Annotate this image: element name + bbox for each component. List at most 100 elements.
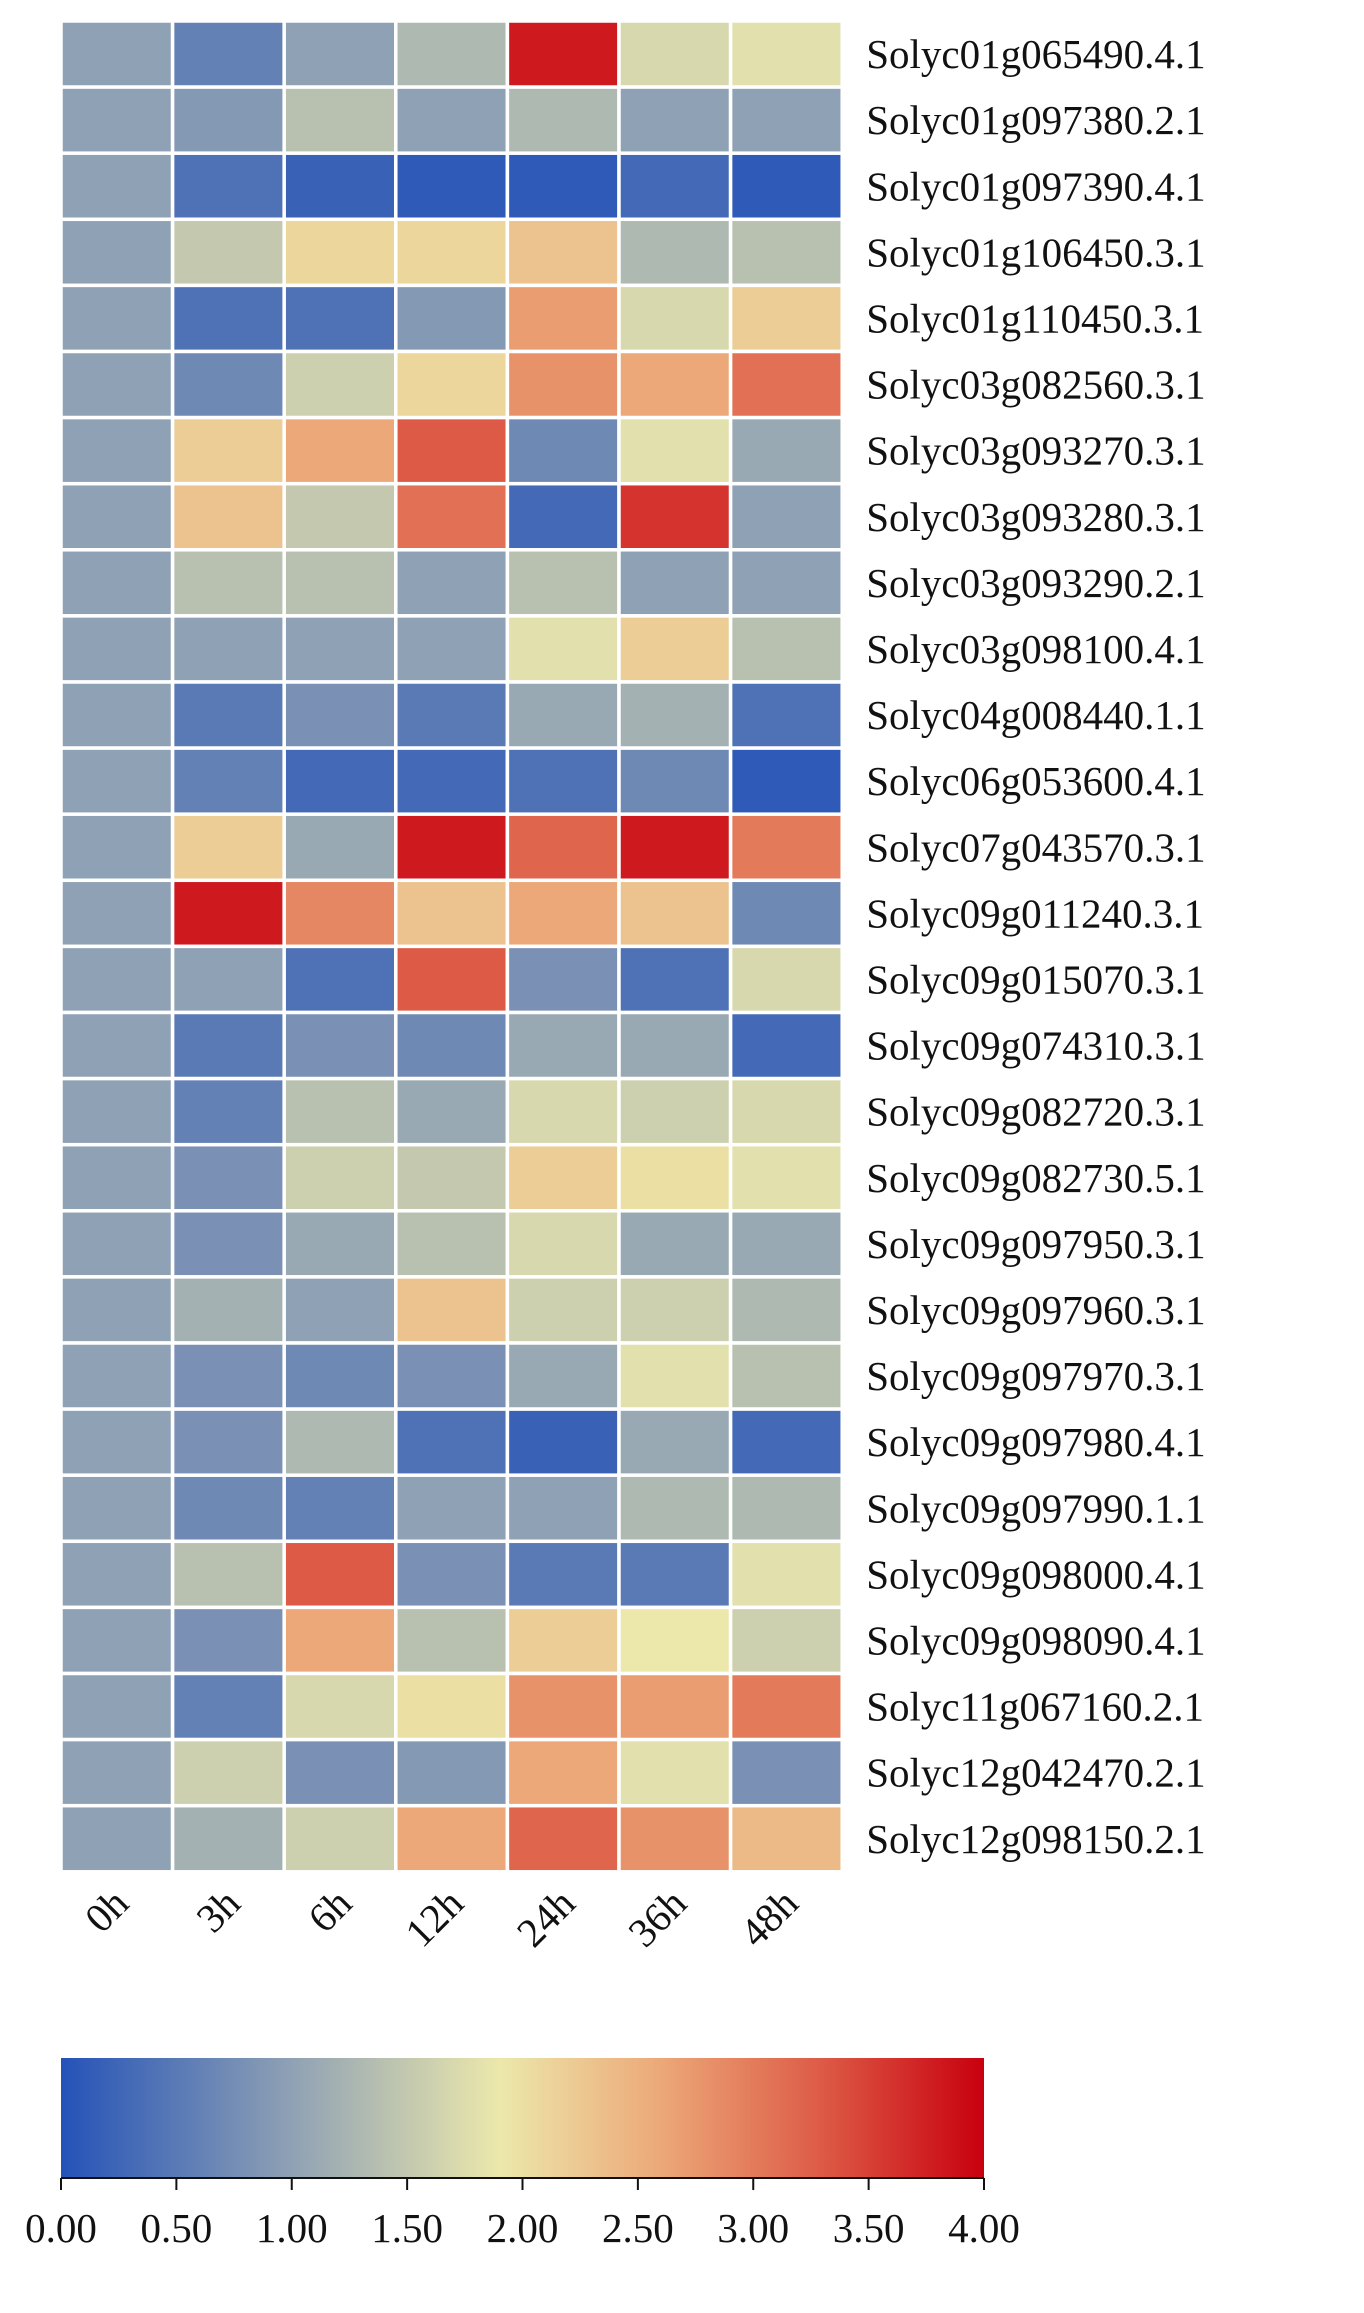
heatmap-cell-r5-c5 bbox=[617, 349, 733, 420]
heatmap-cell-r3-c5 bbox=[617, 217, 733, 288]
row-label: Solyc01g065490.4.1 bbox=[866, 31, 1205, 77]
colorbar-tick-label: 3.50 bbox=[833, 2205, 905, 2251]
row-label: Solyc01g097380.2.1 bbox=[866, 97, 1205, 143]
heatmap-cell-r22-c3 bbox=[394, 1473, 510, 1544]
heatmap-cell-r7-c3 bbox=[394, 481, 510, 552]
heatmap-cell-r23-c4 bbox=[505, 1539, 621, 1610]
heatmap-cell-r6-c2 bbox=[282, 415, 398, 486]
heatmap-cell-r18-c3 bbox=[394, 1209, 510, 1279]
heatmap-cell-r21-c1 bbox=[170, 1407, 286, 1477]
heatmap-cell-r3-c4 bbox=[505, 217, 621, 288]
heatmap-cell-r19-c1 bbox=[170, 1275, 286, 1345]
heatmap-cell-r15-c5 bbox=[617, 1010, 733, 1081]
heatmap-cell-r19-c6 bbox=[728, 1275, 844, 1345]
heatmap-cell-r1-c2 bbox=[282, 85, 398, 155]
heatmap-cell-r1-c6 bbox=[728, 85, 844, 155]
heatmap-cell-r17-c2 bbox=[282, 1142, 398, 1213]
heatmap-cell-r12-c1 bbox=[170, 812, 286, 883]
heatmap-cell-r24-c4 bbox=[505, 1605, 621, 1676]
heatmap-cell-r16-c5 bbox=[617, 1076, 733, 1147]
heatmap-cell-r9-c2 bbox=[282, 614, 398, 684]
heatmap-cell-r10-c5 bbox=[617, 680, 733, 750]
heatmap-cell-r14-c0 bbox=[59, 944, 175, 1015]
colorbar-tick-label: 1.00 bbox=[256, 2205, 328, 2251]
heatmap-cell-r4-c3 bbox=[394, 283, 510, 354]
heatmap-cell-r20-c3 bbox=[394, 1341, 510, 1411]
heatmap-cell-r9-c6 bbox=[728, 614, 844, 684]
row-label: Solyc09g097950.3.1 bbox=[866, 1221, 1205, 1267]
heatmap-cell-r12-c3 bbox=[394, 812, 510, 883]
heatmap-cell-r6-c3 bbox=[394, 415, 510, 486]
heatmap-cell-r22-c0 bbox=[59, 1473, 175, 1544]
heatmap-cell-r4-c1 bbox=[170, 283, 286, 354]
heatmap-cell-r9-c5 bbox=[617, 614, 733, 684]
heatmap-cell-r5-c3 bbox=[394, 349, 510, 420]
heatmap-cell-r18-c4 bbox=[505, 1209, 621, 1279]
colorbar: 0.00 0.50 1.00 1.50 2.00 2.50 3.00 3.50 4.00 bbox=[25, 2058, 1020, 2251]
heatmap-cell-r9-c3 bbox=[394, 614, 510, 684]
heatmap-cell-r5-c2 bbox=[282, 349, 398, 420]
heatmap-cell-r23-c5 bbox=[617, 1539, 733, 1610]
heatmap-cell-r11-c4 bbox=[505, 746, 621, 816]
column-labels: 0h 3h 6h 12h 24h 36h 48h bbox=[76, 1880, 807, 1956]
heatmap-cell-r17-c1 bbox=[170, 1142, 286, 1213]
heatmap-cell-r12-c4 bbox=[505, 812, 621, 883]
heatmap-cell-r24-c3 bbox=[394, 1605, 510, 1676]
heatmap-cell-r14-c2 bbox=[282, 944, 398, 1015]
heatmap-cell-r21-c6 bbox=[728, 1407, 844, 1477]
heatmap-cell-r10-c6 bbox=[728, 680, 844, 750]
heatmap-cell-r8-c3 bbox=[394, 548, 510, 618]
heatmap-cell-r7-c2 bbox=[282, 481, 398, 552]
heatmap-cell-r26-c4 bbox=[505, 1737, 621, 1808]
heatmap-cell-r23-c0 bbox=[59, 1539, 175, 1610]
heatmap-cell-r20-c1 bbox=[170, 1341, 286, 1411]
heatmap-cell-r4-c2 bbox=[282, 283, 398, 354]
heatmap-cell-r16-c2 bbox=[282, 1076, 398, 1147]
heatmap-cell-r4-c4 bbox=[505, 283, 621, 354]
heatmap-cell-r10-c3 bbox=[394, 680, 510, 750]
heatmap-cell-r11-c5 bbox=[617, 746, 733, 816]
heatmap-cell-r0-c3 bbox=[394, 19, 510, 89]
heatmap-cell-r2-c4 bbox=[505, 151, 621, 222]
heatmap-cell-r1-c1 bbox=[170, 85, 286, 155]
heatmap-cell-r27-c4 bbox=[505, 1803, 621, 1874]
row-label: Solyc09g097990.1.1 bbox=[866, 1485, 1205, 1531]
row-label: Solyc09g097960.3.1 bbox=[866, 1287, 1205, 1333]
heatmap-cell-r20-c0 bbox=[59, 1341, 175, 1411]
heatmap-cell-r1-c4 bbox=[505, 85, 621, 155]
column-label: 6h bbox=[299, 1880, 361, 1942]
heatmap-cell-r27-c2 bbox=[282, 1803, 398, 1874]
heatmap-cell-r25-c6 bbox=[728, 1671, 844, 1742]
heatmap-cell-r7-c1 bbox=[170, 481, 286, 552]
heatmap-cell-r26-c5 bbox=[617, 1737, 733, 1808]
row-label: Solyc03g093280.3.1 bbox=[866, 494, 1205, 540]
heatmap-cell-r4-c6 bbox=[728, 283, 844, 354]
heatmap-cell-r17-c0 bbox=[59, 1142, 175, 1213]
row-label: Solyc01g097390.4.1 bbox=[866, 163, 1205, 209]
heatmap-cell-r2-c3 bbox=[394, 151, 510, 222]
heatmap-cell-r3-c3 bbox=[394, 217, 510, 288]
heatmap-cell-r16-c0 bbox=[59, 1076, 175, 1147]
row-label: Solyc09g074310.3.1 bbox=[866, 1023, 1205, 1069]
heatmap-cell-r15-c2 bbox=[282, 1010, 398, 1081]
heatmap-cell-r24-c2 bbox=[282, 1605, 398, 1676]
heatmap-cell-r12-c2 bbox=[282, 812, 398, 883]
heatmap-cell-r18-c6 bbox=[728, 1209, 844, 1279]
heatmap-cell-r16-c1 bbox=[170, 1076, 286, 1147]
row-label: Solyc07g043570.3.1 bbox=[866, 824, 1205, 870]
heatmap-cell-r14-c6 bbox=[728, 944, 844, 1015]
heatmap-cell-r14-c1 bbox=[170, 944, 286, 1015]
heatmap-cell-r6-c6 bbox=[728, 415, 844, 486]
heatmap-cell-r13-c1 bbox=[170, 878, 286, 949]
heatmap-cell-r15-c6 bbox=[728, 1010, 844, 1081]
heatmap-cell-r17-c6 bbox=[728, 1142, 844, 1213]
column-label: 12h bbox=[396, 1880, 472, 1956]
heatmap-cell-r11-c2 bbox=[282, 746, 398, 816]
heatmap-cell-r6-c4 bbox=[505, 415, 621, 486]
row-label: Solyc09g097970.3.1 bbox=[866, 1353, 1205, 1399]
heatmap-cell-r2-c5 bbox=[617, 151, 733, 222]
heatmap-cell-r19-c0 bbox=[59, 1275, 175, 1345]
heatmap-cell-r1-c5 bbox=[617, 85, 733, 155]
heatmap-cell-r18-c2 bbox=[282, 1209, 398, 1279]
heatmap-cell-r27-c6 bbox=[728, 1803, 844, 1874]
